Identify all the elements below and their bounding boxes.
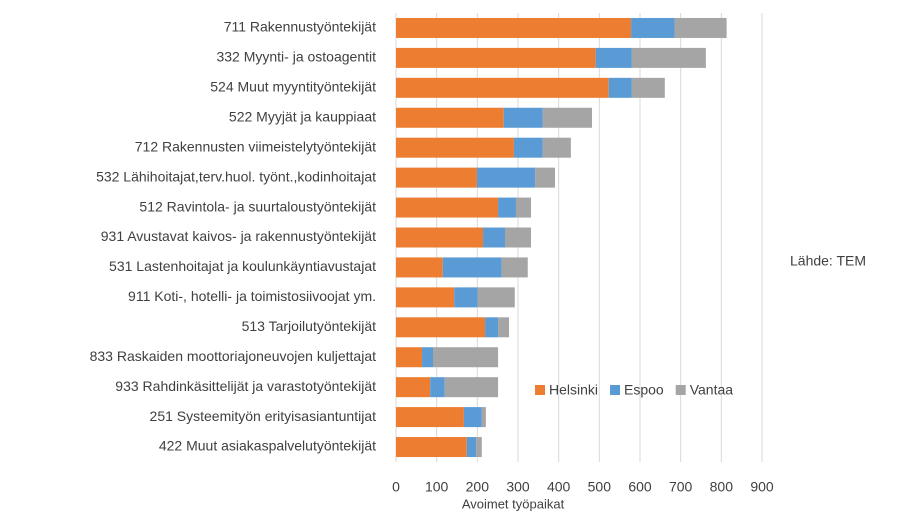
bar — [396, 377, 431, 398]
x-tick-label: 500 — [588, 479, 612, 495]
bar — [396, 167, 477, 188]
bar — [396, 287, 455, 308]
bar — [513, 137, 543, 158]
bar — [396, 137, 514, 158]
bar — [542, 107, 593, 128]
bar — [476, 437, 482, 458]
x-tick-label: 100 — [425, 479, 449, 495]
x-axis-label: Avoimet työpaikat — [462, 496, 565, 511]
bar — [444, 377, 499, 398]
bar — [396, 317, 486, 338]
bar — [515, 197, 532, 218]
bar — [595, 47, 632, 68]
bar — [631, 77, 665, 98]
y-tick-label: 711 Rakennustyöntekijät — [224, 19, 376, 35]
x-tick-label: 800 — [710, 479, 734, 495]
bar — [442, 257, 502, 278]
legend-label: Helsinki — [549, 382, 598, 398]
bar — [498, 317, 510, 338]
bar — [631, 17, 675, 38]
bar — [542, 137, 571, 158]
bar — [396, 257, 443, 278]
bar — [483, 227, 505, 248]
bar — [504, 227, 532, 248]
y-tick-label: 522 Myyjät ja kauppiaat — [229, 108, 376, 124]
bar — [396, 347, 423, 368]
y-tick-label: 422 Muut asiakaspalvelutyöntekijät — [159, 438, 376, 454]
y-tick-label: 712 Rakennusten viimeistelytyöntekijät — [135, 138, 376, 154]
y-tick-label: 933 Rahdinkäsittelijät ja varastotyöntek… — [115, 378, 376, 394]
legend-label: Espoo — [624, 382, 664, 398]
bar — [396, 47, 596, 68]
bar — [422, 347, 434, 368]
x-tick-label: 300 — [506, 479, 530, 495]
x-tick-label: 400 — [547, 479, 571, 495]
bar — [396, 227, 484, 248]
bar — [396, 437, 467, 458]
bar — [477, 287, 515, 308]
x-tick-label: 600 — [628, 479, 652, 495]
x-tick-label: 0 — [392, 479, 400, 495]
x-tick-label: 700 — [669, 479, 693, 495]
bar — [430, 377, 445, 398]
annotation: Lähde: TEM — [790, 253, 866, 269]
y-tick-label: 531 Lastenhoitajat ja koulunkäyntiavusta… — [109, 258, 376, 274]
y-tick-label: 251 Systeemityön erityisasiantuntijat — [150, 408, 377, 424]
bar — [498, 197, 516, 218]
bar — [501, 257, 528, 278]
legend-swatch — [535, 385, 545, 395]
bar — [674, 17, 727, 38]
y-tick-label: 332 Myynti- ja ostoagentit — [216, 49, 376, 65]
bar — [433, 347, 499, 368]
bar — [535, 167, 556, 188]
legend-label: Vantaa — [690, 382, 734, 398]
y-tick-label: 513 Tarjoilutyöntekijät — [242, 318, 376, 334]
bar — [466, 437, 477, 458]
bar — [396, 197, 499, 218]
y-tick-label: 833 Raskaiden moottoriajoneuvojen kuljet… — [90, 348, 377, 364]
bar — [631, 47, 706, 68]
bar — [476, 167, 536, 188]
bar — [485, 317, 499, 338]
y-tick-label: 911 Koti-, hotelli- ja toimistosiivoojat… — [128, 288, 376, 304]
bar — [608, 77, 632, 98]
y-tick-label: 931 Avustavat kaivos- ja rakennustyöntek… — [101, 228, 376, 244]
bar — [396, 107, 504, 128]
bar — [396, 77, 609, 98]
bar — [396, 407, 464, 428]
y-tick-label: 524 Muut myyntityöntekijät — [210, 79, 376, 95]
bar — [481, 407, 486, 428]
bar — [396, 17, 632, 38]
y-tick-label: 532 Lähihoitajat,terv.huol. työnt.,kodin… — [96, 168, 376, 184]
bar — [463, 407, 482, 428]
x-tick-label: 900 — [750, 479, 774, 495]
legend-swatch — [610, 385, 621, 395]
x-tick-label: 200 — [466, 479, 490, 495]
bar — [503, 107, 543, 128]
legend-swatch — [675, 385, 686, 395]
y-tick-label: 512 Ravintola- ja suurtaloustyöntekijät — [139, 198, 376, 214]
bar — [454, 287, 478, 308]
